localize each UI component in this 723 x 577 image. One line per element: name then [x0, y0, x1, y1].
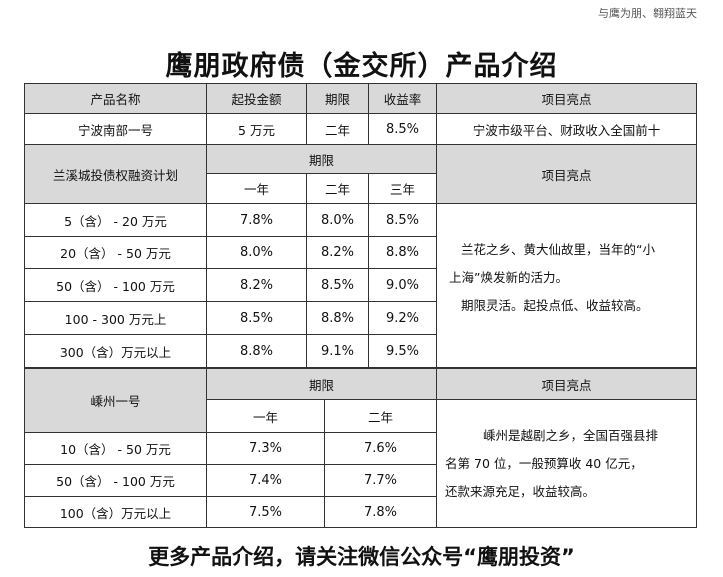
header-highlights: 项目亮点 — [436, 83, 697, 114]
highlight-line: 名第 70 位，一般预算收 40 亿元， — [445, 456, 643, 471]
rate-3y: 9.2% — [368, 301, 437, 335]
rate-2y: 9.1% — [306, 334, 369, 368]
period-header: 期限 — [205, 368, 438, 400]
highlight-line: 上海”焕发新的活力。 — [449, 270, 568, 285]
rate-1y: 8.0% — [206, 236, 307, 269]
brand-slogan: 与鹰为朋、翱翔蓝天 — [598, 7, 697, 20]
highlights-header: 项目亮点 — [436, 144, 697, 204]
header-min-investment: 起投金额 — [206, 83, 307, 114]
amount-range: 100（含）万元以上 — [24, 496, 207, 528]
footer-promo: 更多产品介绍，请关注微信公众号“鹰朋投资” — [148, 545, 575, 569]
term-1y: 一年 — [206, 173, 307, 204]
term-1y: 一年 — [206, 399, 325, 433]
term-2y: 二年 — [323, 399, 438, 433]
rate-2y: 8.0% — [306, 203, 369, 237]
rate-3y: 9.5% — [368, 334, 437, 368]
amount-range: 300（含）万元以上 — [24, 334, 207, 368]
rate-2y: 8.5% — [306, 268, 369, 302]
min-investment: 5 万元 — [206, 113, 307, 145]
rate-2y: 8.2% — [306, 236, 369, 269]
rate-1y: 8.2% — [206, 268, 307, 302]
rate-1y: 8.5% — [206, 301, 307, 335]
product-name: 嵊州一号 — [24, 368, 207, 433]
product-name: 宁波南部一号 — [24, 113, 207, 145]
amount-range: 20（含） - 50 万元 — [24, 236, 207, 269]
product-table-shengzhou: 嵊州一号 期限 项目亮点 一年 二年 嵊州是越剧之乡，全国百强县排 名第 70 … — [24, 368, 698, 528]
amount-range: 10（含） - 50 万元 — [24, 432, 207, 465]
highlight-line: 还款来源充足，收益较高。 — [445, 484, 596, 499]
rate-2y: 7.7% — [323, 464, 438, 497]
yield: 8.5% — [368, 113, 437, 145]
product-table-lanxi: 兰溪城投债权融资计划 期限 项目亮点 一年 二年 三年 5（含） - 20 万元… — [24, 144, 697, 368]
rate-3y: 8.5% — [368, 203, 437, 237]
term-2y: 二年 — [306, 173, 369, 204]
highlights: 宁波市级平台、财政收入全国前十 — [436, 113, 697, 145]
period-header: 期限 — [206, 144, 437, 174]
header-product-name: 产品名称 — [24, 83, 207, 114]
highlight-line: 期限灵活。起投点低、收益较高。 — [461, 298, 649, 313]
rate-1y: 7.3% — [206, 432, 325, 465]
highlight-line: 嵊州是越剧之乡，全国百强县排 — [483, 428, 659, 443]
header-term: 期限 — [306, 83, 369, 114]
product-name: 兰溪城投债权融资计划 — [24, 144, 207, 204]
term-3y: 三年 — [368, 173, 437, 204]
rate-3y: 9.0% — [368, 268, 437, 302]
rate-2y: 7.8% — [323, 496, 438, 528]
highlights-header: 项目亮点 — [436, 368, 698, 400]
rate-1y: 7.4% — [206, 464, 325, 497]
term: 二年 — [306, 113, 369, 145]
rate-3y: 8.8% — [368, 236, 437, 269]
amount-range: 50（含） - 100 万元 — [24, 268, 207, 302]
rate-1y: 7.8% — [206, 203, 307, 237]
highlights-text: 兰花之乡、黄大仙故里，当年的“小 上海”焕发新的活力。 期限灵活。起投点低、收益… — [436, 203, 697, 368]
amount-range: 5（含） - 20 万元 — [24, 203, 207, 237]
amount-range: 50（含） - 100 万元 — [24, 464, 207, 497]
header-yield: 收益率 — [368, 83, 437, 114]
rate-1y: 8.8% — [206, 334, 307, 368]
rate-2y: 7.6% — [323, 432, 438, 465]
amount-range: 100 - 300 万元上 — [24, 301, 207, 335]
rate-2y: 8.8% — [306, 301, 369, 335]
highlights-text: 嵊州是越剧之乡，全国百强县排 名第 70 位，一般预算收 40 亿元， 还款来源… — [436, 399, 698, 528]
page-title: 鹰朋政府债（金交所）产品介绍 — [165, 51, 558, 82]
product-table-ningbo: 产品名称 起投金额 期限 收益率 项目亮点 宁波南部一号 5 万元 二年 8.5… — [24, 83, 697, 145]
highlight-line: 兰花之乡、黄大仙故里，当年的“小 — [461, 242, 655, 257]
rate-1y: 7.5% — [206, 496, 325, 528]
